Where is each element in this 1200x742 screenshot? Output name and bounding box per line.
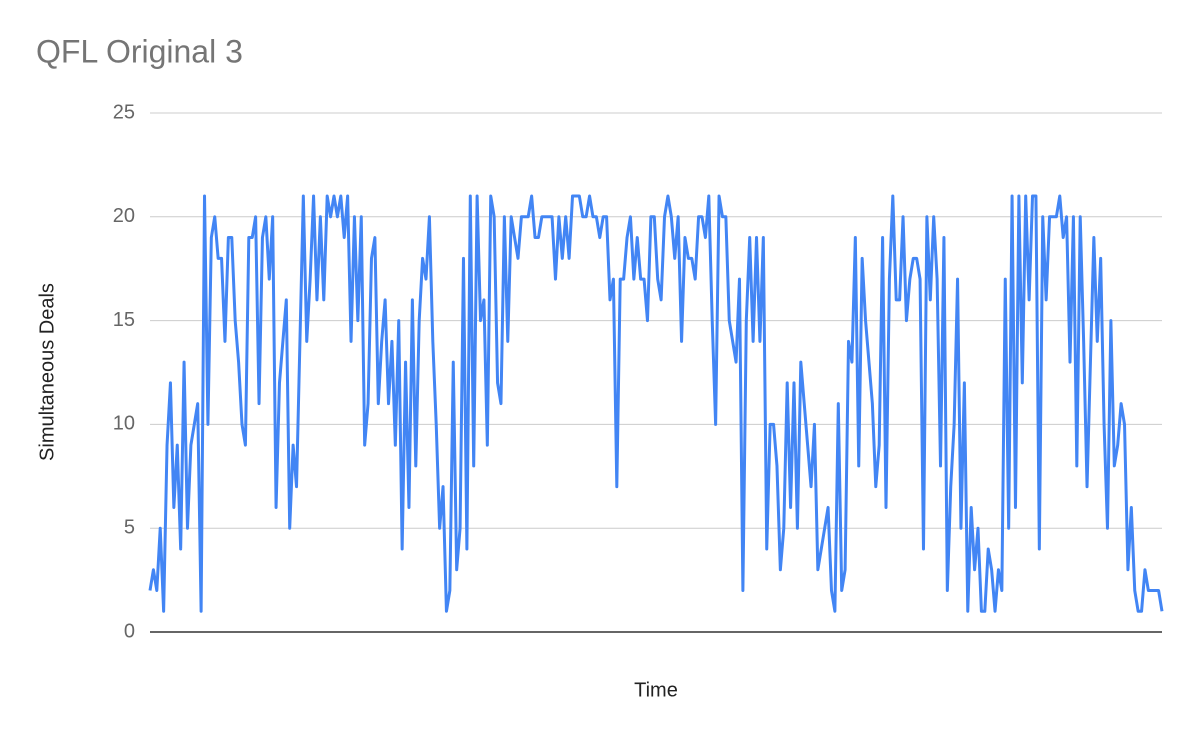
y-tick-label: 5 bbox=[124, 516, 135, 538]
y-tick-label: 25 bbox=[113, 101, 135, 123]
y-tick-label: 0 bbox=[124, 620, 135, 642]
x-axis-title: Time bbox=[634, 679, 678, 701]
y-axis-title: Simultaneous Deals bbox=[36, 283, 58, 461]
y-tick-label: 20 bbox=[113, 205, 135, 227]
y-tick-label: 10 bbox=[113, 413, 135, 435]
chart-title: QFL Original 3 bbox=[36, 33, 243, 69]
data-line bbox=[148, 194, 1164, 613]
y-tick-label: 15 bbox=[113, 309, 135, 331]
